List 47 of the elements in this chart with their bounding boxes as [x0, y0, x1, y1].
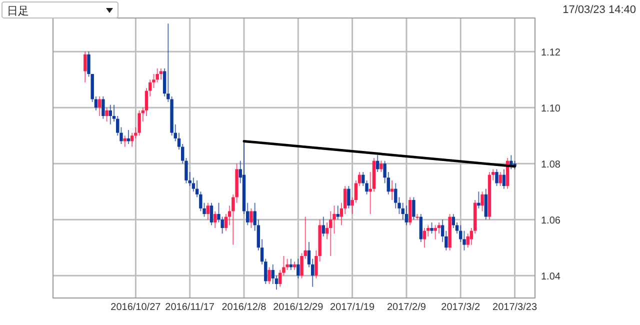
- candlestick: [412, 196, 416, 220]
- candlestick: [210, 202, 214, 226]
- candlestick: [296, 258, 300, 279]
- candlestick: [268, 266, 271, 284]
- x-tick-label: 2016/12/8: [222, 302, 267, 313]
- x-tick-label: 2016/11/17: [165, 302, 215, 313]
- candlestick: [250, 208, 253, 228]
- candlestick: [380, 160, 383, 172]
- candlestick: [329, 210, 332, 256]
- x-tick-label: 2016/10/27: [110, 302, 162, 313]
- text: 17/03/23 14:40: [562, 4, 636, 16]
- candlestick: [105, 107, 108, 122]
- x-tick-label: 2017/1/19: [330, 302, 375, 313]
- candlestick: [108, 104, 112, 125]
- candlestick: [336, 205, 340, 220]
- x-tick-label: 2017/3/2: [441, 302, 481, 313]
- candlestick: [159, 68, 163, 80]
- y-tick-label: 1.12: [541, 48, 561, 59]
- candlestick: [138, 110, 141, 136]
- x-tick-label: 2017/2/9: [387, 302, 426, 313]
- candlestick: [404, 205, 408, 226]
- candlestick: [484, 188, 488, 220]
- candlestick: [322, 216, 326, 237]
- candlestick: [123, 135, 126, 148]
- text: 日足: [7, 6, 29, 18]
- candlestick: [419, 214, 423, 242]
- candlestick: [434, 224, 437, 240]
- candlestick: [84, 51, 87, 83]
- x-tick-label: 2017/3/23: [492, 302, 538, 313]
- y-tick-label: 1.06: [541, 216, 561, 227]
- candlestick: [214, 210, 217, 228]
- candlestick: [480, 191, 484, 212]
- candlestick: [206, 202, 210, 220]
- candlestick: [430, 222, 434, 234]
- candlestick: [347, 186, 350, 209]
- y-tick-label: 1.08: [541, 160, 561, 171]
- candlestick: [87, 51, 90, 78]
- y-tick-label: 1.04: [541, 272, 561, 283]
- candlestick: [98, 96, 102, 116]
- x-tick-label: 2016/12/29: [273, 302, 324, 313]
- candlestick: [495, 168, 498, 186]
- candlestick: [498, 172, 502, 186]
- y-tick-label: 1.10: [541, 104, 561, 115]
- candlestick: [102, 96, 105, 120]
- candlestick: [477, 191, 480, 209]
- candlestick: [502, 168, 506, 190]
- candlestick: [408, 196, 412, 226]
